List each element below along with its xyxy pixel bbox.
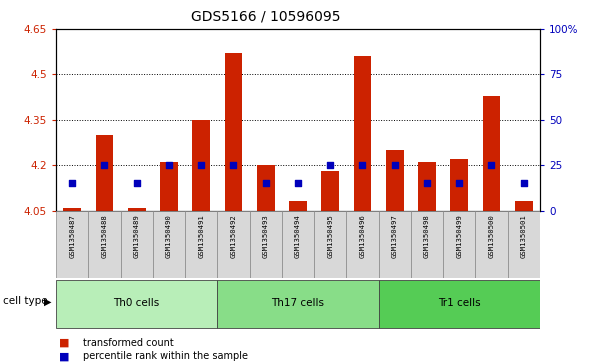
Bar <box>314 211 346 278</box>
Text: Th17 cells: Th17 cells <box>271 298 325 308</box>
Bar <box>250 211 282 278</box>
Text: GSM1350497: GSM1350497 <box>392 214 398 258</box>
Bar <box>63 208 81 211</box>
Bar <box>483 95 500 211</box>
Text: GSM1350493: GSM1350493 <box>263 214 268 258</box>
Bar <box>353 56 371 211</box>
Point <box>100 162 109 168</box>
Point <box>164 162 173 168</box>
Bar <box>257 165 274 211</box>
Point <box>487 162 496 168</box>
Bar <box>379 280 540 328</box>
Point <box>132 180 142 186</box>
Bar <box>88 211 120 278</box>
Bar <box>411 211 443 278</box>
Text: GSM1350500: GSM1350500 <box>489 214 494 258</box>
Bar <box>192 120 210 211</box>
Text: ■: ■ <box>59 338 70 348</box>
Text: GSM1350487: GSM1350487 <box>69 214 75 258</box>
Bar <box>282 211 314 278</box>
Text: GSM1350492: GSM1350492 <box>231 214 237 258</box>
Point <box>261 180 270 186</box>
Point <box>229 162 238 168</box>
Bar <box>476 211 507 278</box>
Text: GSM1350494: GSM1350494 <box>295 214 301 258</box>
Bar <box>443 211 476 278</box>
Bar <box>160 162 178 211</box>
Bar <box>386 150 404 211</box>
Text: GSM1350488: GSM1350488 <box>101 214 107 258</box>
Bar <box>507 211 540 278</box>
Text: percentile rank within the sample: percentile rank within the sample <box>83 351 248 362</box>
Text: GSM1350499: GSM1350499 <box>456 214 462 258</box>
Bar <box>56 211 88 278</box>
Text: GSM1350491: GSM1350491 <box>198 214 204 258</box>
Text: cell type: cell type <box>3 296 48 306</box>
Bar <box>153 211 185 278</box>
Bar <box>515 201 533 211</box>
Point <box>196 162 206 168</box>
Bar <box>418 162 436 211</box>
Point <box>454 180 464 186</box>
Bar <box>450 159 468 211</box>
Text: ▶: ▶ <box>44 296 52 306</box>
Bar <box>217 211 250 278</box>
Text: Tr1 cells: Tr1 cells <box>438 298 480 308</box>
Bar <box>379 211 411 278</box>
Bar <box>120 211 153 278</box>
Text: GDS5166 / 10596095: GDS5166 / 10596095 <box>191 9 340 23</box>
Text: GSM1350489: GSM1350489 <box>134 214 140 258</box>
Text: GSM1350495: GSM1350495 <box>327 214 333 258</box>
Bar <box>289 201 307 211</box>
Text: ■: ■ <box>59 351 70 362</box>
Point <box>422 180 432 186</box>
Text: transformed count: transformed count <box>83 338 173 348</box>
Point <box>293 180 303 186</box>
Point <box>67 180 77 186</box>
Text: GSM1350490: GSM1350490 <box>166 214 172 258</box>
Bar <box>217 280 379 328</box>
Bar <box>56 280 217 328</box>
Point <box>358 162 367 168</box>
Bar <box>128 208 146 211</box>
Bar <box>346 211 379 278</box>
Bar <box>185 211 217 278</box>
Text: Th0 cells: Th0 cells <box>113 298 160 308</box>
Bar <box>322 171 339 211</box>
Bar <box>225 53 242 211</box>
Text: GSM1350501: GSM1350501 <box>521 214 527 258</box>
Text: GSM1350496: GSM1350496 <box>359 214 365 258</box>
Point <box>326 162 335 168</box>
Text: GSM1350498: GSM1350498 <box>424 214 430 258</box>
Point <box>519 180 529 186</box>
Point <box>390 162 399 168</box>
Bar <box>96 135 113 211</box>
